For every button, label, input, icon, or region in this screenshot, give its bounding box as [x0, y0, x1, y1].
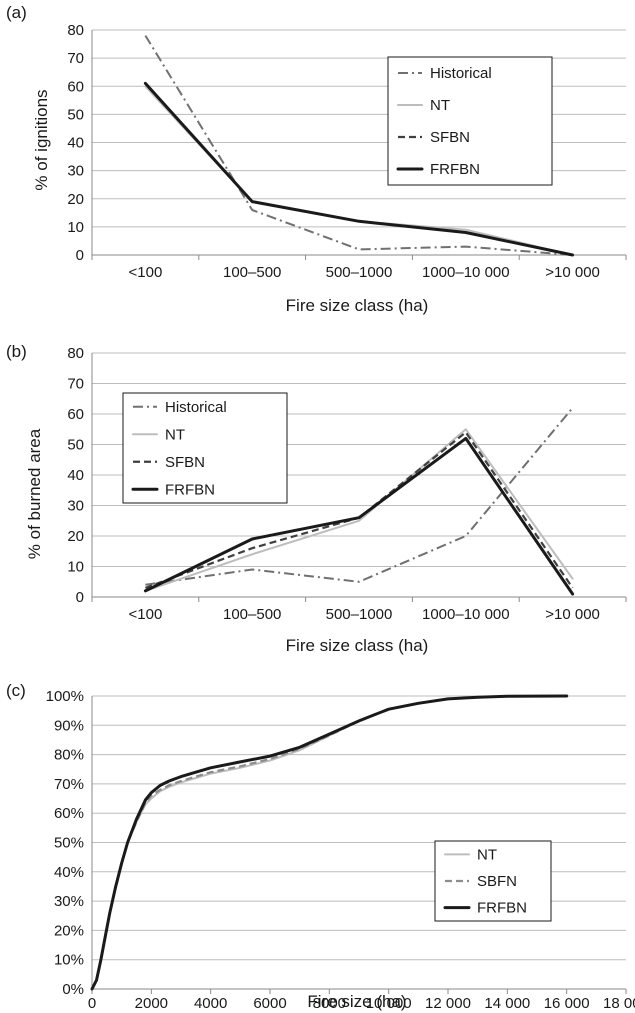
x-tick-label: >10 000: [545, 264, 600, 281]
legend-label-historical: Historical: [430, 65, 492, 82]
x-tick-label: 8000: [313, 995, 346, 1012]
legend-frame: [122, 392, 288, 504]
y-tick-label: 80: [67, 345, 84, 362]
legend-label-nt: NT: [430, 97, 450, 114]
legend-frame: [387, 56, 553, 186]
x-tick-label: 2000: [135, 995, 168, 1012]
y-tick-label: 60%: [54, 805, 84, 822]
x-tick-label: 0: [88, 995, 96, 1012]
panel-c-cumulative-chart: (c) Fire size (ha) 0% 10% 20% 30% 40% 50% 60% 7…: [6, 681, 635, 1012]
legend-label-frfbn: FRFBN: [430, 161, 480, 178]
panel-c-tag: (c): [6, 681, 26, 700]
legend: Historical NT SFBN FRFBN: [122, 392, 288, 504]
panel-b-plot-area: 0 10 20 30 40 50 60 70 80 <100 100–500 500–1000 1000…: [67, 345, 627, 623]
legend-label-frfbn: FRFBN: [165, 481, 215, 498]
panel-b-burned-area-chart: (b) % of burned area Fire size class (ha…: [6, 342, 627, 655]
y-tick-label: 40%: [54, 864, 84, 881]
y-tick-label: 70: [67, 376, 84, 393]
y-tick-label: 20: [67, 528, 84, 545]
y-tick-label: 10: [67, 219, 84, 236]
y-tick-label: 100%: [46, 688, 84, 705]
x-tick-label: <100: [129, 606, 163, 623]
legend-label-historical: Historical: [165, 399, 227, 416]
legend-label-nt: NT: [165, 426, 185, 443]
series-line-nt: [144, 428, 574, 592]
legend-label-sfbn: SFBN: [165, 454, 205, 471]
x-tick-label: <100: [129, 264, 163, 281]
x-tick-label: >10 000: [545, 606, 600, 623]
x-tick-label: 100–500: [223, 606, 281, 623]
x-tick-label: 100–500: [223, 264, 281, 281]
series-line-frfbn: [143, 436, 575, 596]
legend-label-frfbn: FRFBN: [477, 900, 527, 917]
x-tick-label: 16 000: [544, 995, 590, 1012]
x-tick-label: 1000–10 000: [422, 606, 510, 623]
series-line-historical: [145, 407, 574, 586]
y-tick-label: 80: [67, 22, 84, 39]
y-tick-label: 80%: [54, 747, 84, 764]
panel-b-y-axis-title: % of burned area: [25, 428, 44, 559]
y-tick-label: 60: [67, 406, 84, 423]
y-tick-label: 10%: [54, 952, 84, 969]
y-tick-label: 20: [67, 191, 84, 208]
x-tick-label: 10 000: [366, 995, 412, 1012]
panel-b-x-axis-title: Fire size class (ha): [286, 636, 429, 655]
legend-label-nt: NT: [477, 846, 497, 863]
y-tick-label: 90%: [54, 717, 84, 734]
y-tick-label: 60: [67, 78, 84, 95]
x-tick-label: 500–1000: [326, 606, 393, 623]
y-tick-label: 50: [67, 437, 84, 454]
legend: NT SBFN FRFBN: [434, 840, 552, 922]
panel-c-plot-area: 0% 10% 20% 30% 40% 50% 60% 70% 80% 90% 100% 0 2000 40…: [46, 688, 635, 1012]
panel-a-ignitions-chart: (a) % of ignitions Fire size class (ha) …: [6, 3, 627, 315]
panel-b-tag: (b): [6, 342, 27, 361]
series-line-frfbn: [90, 694, 569, 991]
legend-label-sfbn: SFBN: [430, 129, 470, 146]
y-tick-label: 20%: [54, 922, 84, 939]
y-tick-label: 0: [76, 247, 84, 264]
panel-c-x-axis-title: Fire size (ha): [307, 992, 406, 1011]
y-tick-label: 70: [67, 50, 84, 67]
panel-a-x-axis-title: Fire size class (ha): [286, 296, 429, 315]
panel-a-tag: (a): [6, 3, 27, 22]
legend: Historical NT SFBN FRFBN: [387, 56, 553, 186]
panel-a-y-axis-title: % of ignitions: [32, 89, 51, 190]
x-tick-label: 18 000: [603, 995, 635, 1012]
x-tick-label: 12 000: [425, 995, 471, 1012]
series-line-historical: [144, 35, 573, 256]
y-tick-label: 0%: [62, 981, 84, 998]
y-tick-label: 30: [67, 498, 84, 515]
y-tick-label: 30: [67, 163, 84, 180]
y-tick-label: 0: [76, 589, 84, 606]
y-tick-label: 50: [67, 106, 84, 123]
y-tick-label: 50%: [54, 835, 84, 852]
y-tick-label: 40: [67, 467, 84, 484]
x-tick-label: 14 000: [484, 995, 530, 1012]
y-tick-label: 10: [67, 559, 84, 576]
panel-a-plot-area: 0 10 20 30 40 50 60 70 80 <100 100–500 500–1000 1000…: [67, 22, 627, 281]
legend-label-sbfn: SBFN: [477, 873, 517, 890]
x-tick-label: 500–1000: [326, 264, 393, 281]
series-line-frfbn: [143, 81, 575, 257]
y-tick-label: 40: [67, 135, 84, 152]
y-tick-label: 30%: [54, 893, 84, 910]
x-tick-label: 4000: [194, 995, 227, 1012]
y-tick-label: 70%: [54, 776, 84, 793]
x-tick-label: 1000–10 000: [422, 264, 510, 281]
x-tick-label: 6000: [253, 995, 286, 1012]
